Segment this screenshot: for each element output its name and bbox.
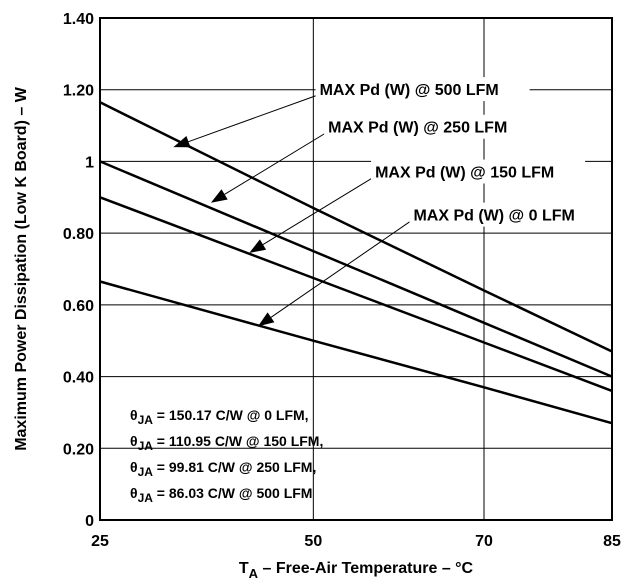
- annotation-background: [315, 77, 530, 102]
- y-tick-label: 1.40: [63, 11, 94, 28]
- plot-frame: [99, 17, 613, 521]
- annotation-label: MAX Pd (W) @ 150 LFM: [375, 165, 554, 182]
- series-line: [99, 280, 613, 425]
- annotation-arrowhead: [257, 312, 275, 327]
- annotation-label: MAX Pd (W) @ 250 LFM: [328, 120, 507, 137]
- annotation-leader: [262, 177, 374, 245]
- annotation-leader: [270, 220, 412, 318]
- annotation-label: MAX Pd (W) @ 0 LFM: [413, 208, 574, 225]
- annotation-leader: [188, 94, 318, 143]
- x-tick-label: 50: [304, 533, 322, 550]
- theta-notes: θJA = 150.17 C/W @ 0 LFM, θJA = 110.95 C…: [130, 407, 323, 505]
- x-tick-label: 25: [91, 533, 109, 550]
- theta-note: θJA = 150.17 C/W @ 0 LFM,: [130, 407, 309, 427]
- annotation-label: MAX Pd (W) @ 500 LFM: [320, 82, 499, 99]
- annotation-background: [371, 159, 586, 184]
- y-tick-label: 0: [85, 513, 94, 530]
- theta-note: θJA = 110.95 C/W @ 150 LFM,: [130, 433, 323, 453]
- y-tick-label: 0.80: [63, 226, 94, 243]
- theta-note: θJA = 99.81 C/W @ 250 LFM,: [130, 459, 316, 479]
- y-tick-label: 0.60: [63, 298, 94, 315]
- y-tick-label: 1: [85, 154, 94, 171]
- y-axis-title: Maximum Power Dissipation (Low K Board) …: [13, 86, 30, 450]
- y-tick-label: 1.20: [63, 83, 94, 100]
- y-tick-label: 0.40: [63, 370, 94, 387]
- x-axis-title: TA – Free-Air Temperature – °C: [239, 560, 474, 581]
- annotation-arrowhead: [249, 239, 267, 253]
- series-lines: [99, 101, 613, 425]
- annotation-arrowhead: [173, 136, 191, 148]
- x-tick-label: 70: [475, 533, 493, 550]
- annotation-leader: [224, 132, 327, 195]
- series-annotations: MAX Pd (W) @ 500 LFM MAX Pd (W) @ 250 LFM…: [173, 77, 604, 327]
- series-line: [99, 196, 613, 393]
- tick-labels: 0 0.20 0.40 0.60 0.80 1 1.20 1.40 25 50 70 85: [63, 11, 621, 550]
- series-line: [99, 160, 613, 378]
- annotation-background: [409, 202, 604, 227]
- x-tick-label: 85: [603, 533, 621, 550]
- series-line: [99, 101, 613, 353]
- theta-note: θJA = 86.03 C/W @ 500 LFM: [130, 485, 312, 505]
- annotation-background: [324, 114, 539, 139]
- y-tick-label: 0.20: [63, 441, 94, 458]
- annotation-arrowhead: [210, 189, 228, 203]
